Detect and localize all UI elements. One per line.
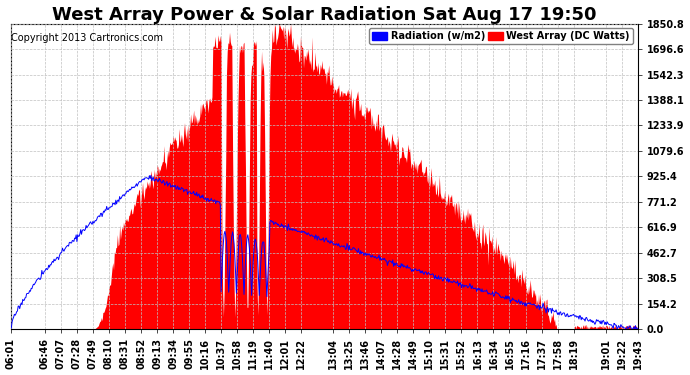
Text: Copyright 2013 Cartronics.com: Copyright 2013 Cartronics.com (11, 33, 163, 43)
Title: West Array Power & Solar Radiation Sat Aug 17 19:50: West Array Power & Solar Radiation Sat A… (52, 6, 596, 24)
Legend: Radiation (w/m2), West Array (DC Watts): Radiation (w/m2), West Array (DC Watts) (369, 28, 633, 44)
